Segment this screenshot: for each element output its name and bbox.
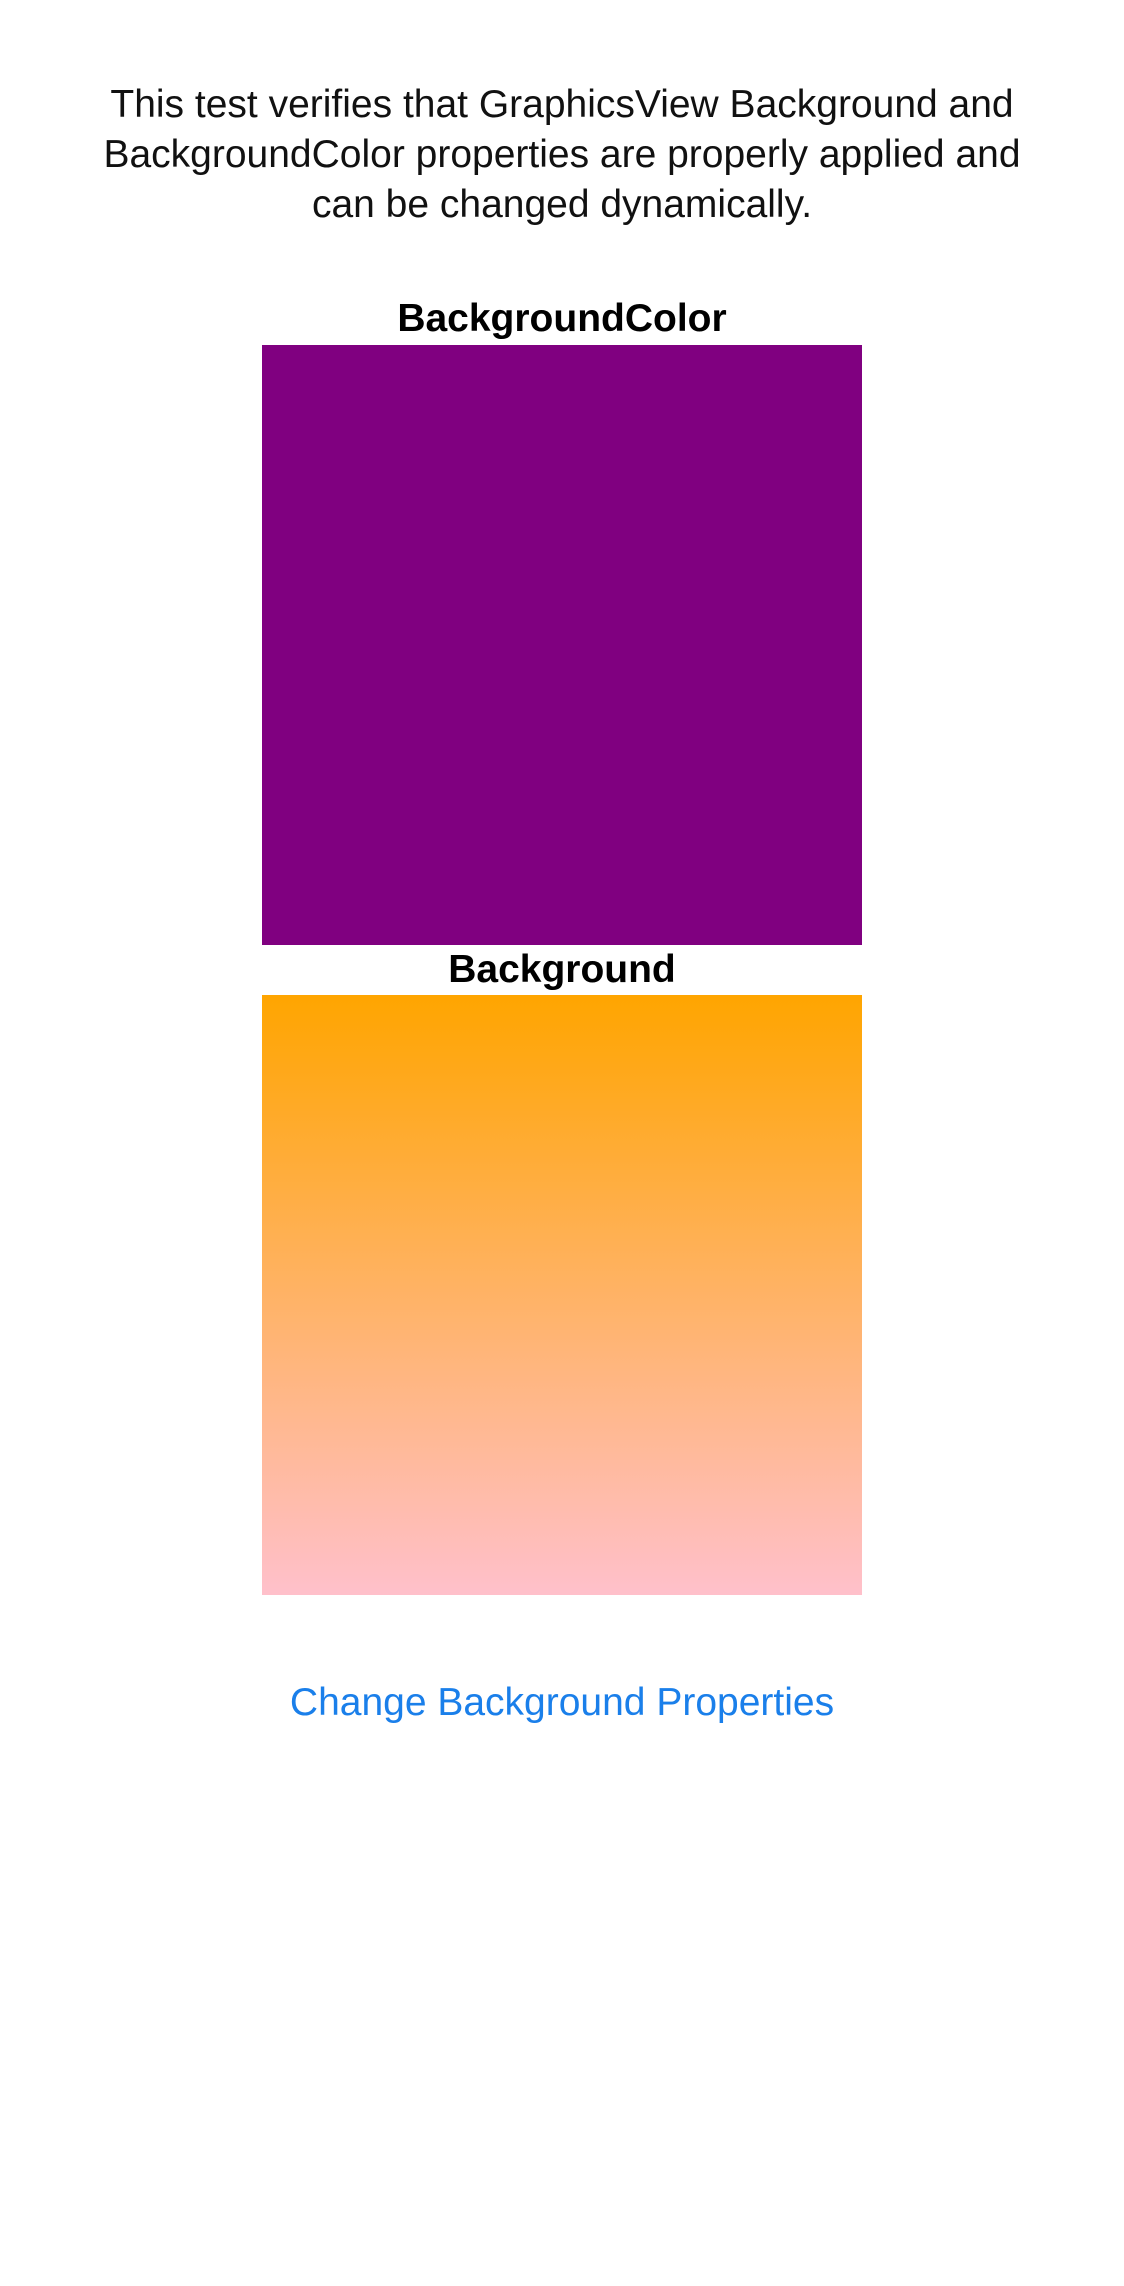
test-description: This test verifies that GraphicsView Bac…	[103, 83, 1021, 226]
change-background-properties-button[interactable]: Change Background Properties	[200, 1670, 924, 1736]
background-color-label: BackgroundColor	[397, 297, 727, 340]
background-color-graphics-view	[262, 345, 862, 945]
background-label: Background	[448, 948, 676, 991]
background-graphics-view	[262, 995, 862, 1595]
